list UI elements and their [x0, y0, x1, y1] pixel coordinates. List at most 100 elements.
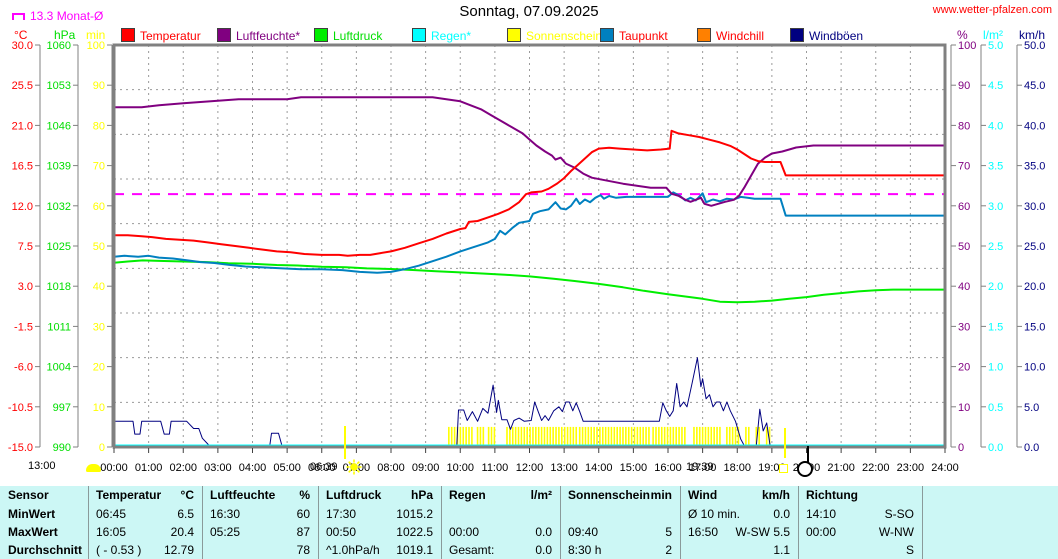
table-cell-time: Ø 10 min.: [688, 507, 741, 521]
sunshine-bar: [693, 426, 695, 446]
axis-tick-label-km/h: 50.0: [1024, 40, 1045, 52]
axis-tick-label-%: 100: [958, 40, 976, 52]
table-column-separator: [202, 486, 203, 559]
axis-tick-label-min: 100: [87, 40, 105, 52]
table-cell-value: 2: [665, 543, 672, 557]
sunshine-bar: [453, 426, 456, 446]
legend-color-box: [121, 28, 135, 42]
sunshine-bar: [696, 426, 698, 446]
x-axis-label: 18:00: [723, 462, 751, 474]
x-axis-label: 13:00: [550, 462, 578, 474]
sunset-square-icon: [779, 464, 788, 473]
sunshine-bar: [476, 426, 479, 446]
sunshine-bar: [701, 426, 704, 446]
axis-tick-label-%: 20: [958, 362, 970, 374]
sunshine-bar: [546, 426, 549, 446]
axis-tick-label-%: 90: [958, 80, 970, 92]
x-axis-label: 12:00: [516, 462, 544, 474]
axis-unit-lm2: l/m²: [983, 28, 1003, 42]
axis-tick-label-hPa: 1004: [47, 362, 71, 374]
axis-tick-label-l/m²: 5.0: [988, 40, 1003, 52]
table-header-cell: Luftdruck hPa: [318, 486, 441, 505]
sunshine-bar: [625, 426, 627, 446]
sunshine-bar: [622, 426, 624, 446]
axis-tick-label-°C: -15.0: [8, 442, 33, 454]
axis-tick-label-hPa: 997: [53, 402, 71, 414]
sunshine-bar: [716, 426, 718, 446]
x-axis-label: 23:00: [897, 462, 925, 474]
table-cell-value: hPa: [410, 488, 433, 502]
x-axis-label: 22:00: [862, 462, 890, 474]
x-axis-label: 00:00: [100, 462, 128, 474]
table-cell: 16:30 60: [202, 505, 318, 523]
x-axis-label: 01:00: [135, 462, 163, 474]
axis-tick-label-km/h: 30.0: [1024, 201, 1045, 213]
table-column-separator: [441, 486, 442, 559]
sunshine-bar: [569, 426, 572, 446]
sunshine-bar: [563, 426, 566, 446]
sunshine-bar: [684, 426, 686, 446]
table-cell-value: S-SO: [884, 507, 914, 521]
legend-item-windchill: Windchill: [697, 28, 764, 43]
table-cell: 00:50 1022.5: [318, 523, 441, 541]
sunshine-bar: [482, 426, 485, 446]
table-cell-value: 1.1: [773, 543, 790, 557]
axis-tick-label-°C: 30.0: [12, 40, 33, 52]
axis-tick-label-l/m²: 4.0: [988, 120, 1003, 132]
axis-tick-label-l/m²: 4.5: [988, 80, 1003, 92]
series-luftfeuchte: [113, 96, 946, 207]
sunshine-bar: [698, 426, 701, 446]
sunshine-bar: [587, 426, 590, 446]
x-axis-label: 09:00: [412, 462, 440, 474]
axis-tick-label-l/m²: 3.5: [988, 161, 1003, 173]
table-column-separator: [922, 486, 923, 559]
table-cell-time: 09:40: [568, 525, 599, 539]
axis-tick-label-hPa: 1060: [47, 40, 71, 52]
sunshine-bar: [487, 426, 490, 446]
axis-tick-label-hPa: 1039: [47, 161, 71, 173]
sunshine-bar: [758, 426, 760, 446]
table-cell-value: 1015.2: [396, 507, 433, 521]
sunshine-bar: [627, 426, 630, 446]
axis-tick-label-°C: 7.5: [18, 241, 33, 253]
sunshine-bar: [575, 426, 578, 446]
sunshine-bar: [490, 426, 493, 446]
sunshine-bar: [526, 426, 528, 446]
x-axis-label: 04:00: [239, 462, 267, 474]
moon-time: 13:00: [28, 460, 56, 472]
axis-tick-label-l/m²: 0.5: [988, 402, 1003, 414]
table-cell-time: Temperatur: [96, 488, 162, 502]
sunshine-bar: [596, 426, 598, 446]
website-link[interactable]: www.wetter-pfalzen.com: [932, 4, 1052, 16]
x-axis-label: 08:00: [377, 462, 405, 474]
moon-icon: [86, 464, 101, 472]
table-cell-value: 1022.5: [396, 525, 433, 539]
axis-tick-label-km/h: 35.0: [1024, 161, 1045, 173]
legend-item-temperatur: Temperatur: [121, 28, 201, 43]
sunshine-bar: [529, 426, 531, 446]
table-cell-value: 0.0: [535, 543, 552, 557]
sunshine-bar: [599, 426, 601, 446]
legend-label: Regen*: [431, 29, 472, 43]
table-cell-time: 8:30 h: [568, 543, 602, 557]
legend-label: Sonnenschein: [526, 29, 603, 43]
sunset-tick: [784, 428, 786, 458]
sunshine-bar: [666, 426, 669, 446]
table-cell-value: 0.0: [773, 507, 790, 521]
axis-tick-label-km/h: 15.0: [1024, 321, 1045, 333]
x-axis-label: 14:00: [585, 462, 613, 474]
table-cell-time: Sensor: [8, 488, 49, 502]
sunshine-bar: [616, 426, 619, 446]
series-taupunkt: [113, 191, 946, 274]
sunshine-bar: [578, 426, 581, 446]
month-avg-label: 13.3 Monat-Ø: [30, 9, 104, 23]
axis-tick-label-l/m²: 0.0: [988, 442, 1003, 454]
sunshine-bar: [511, 426, 514, 446]
sunset-time: 19:39: [686, 461, 714, 473]
axis-tick-label-min: 20: [93, 362, 105, 374]
legend-color-box: [507, 28, 521, 42]
table-cell-time: 05:25: [210, 525, 241, 539]
table-header-cell: Sonnenschein min: [560, 486, 680, 505]
axis-tick-label-km/h: 40.0: [1024, 120, 1045, 132]
x-axis-label: 11:00: [482, 462, 509, 474]
